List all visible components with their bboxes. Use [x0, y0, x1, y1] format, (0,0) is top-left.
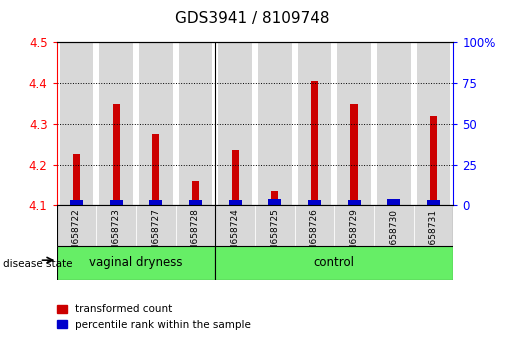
Bar: [113, 104, 119, 205]
Bar: [136, 205, 176, 246]
Text: GSM658724: GSM658724: [231, 209, 239, 263]
Text: GSM658722: GSM658722: [72, 209, 81, 263]
Bar: [99, 42, 133, 205]
Bar: [295, 205, 334, 246]
Bar: [110, 200, 123, 205]
Bar: [255, 205, 295, 246]
Bar: [268, 199, 281, 205]
Bar: [348, 200, 360, 205]
Bar: [430, 116, 437, 205]
Bar: [57, 205, 96, 246]
Text: GSM658727: GSM658727: [151, 209, 160, 263]
Text: GSM658730: GSM658730: [389, 209, 398, 264]
Bar: [152, 134, 159, 205]
Text: GSM658731: GSM658731: [429, 209, 438, 264]
Bar: [179, 42, 212, 205]
Bar: [337, 42, 371, 205]
Bar: [387, 199, 400, 205]
Bar: [271, 191, 278, 205]
Bar: [377, 42, 410, 205]
Text: GSM658729: GSM658729: [350, 209, 358, 263]
Bar: [215, 205, 255, 246]
Bar: [334, 205, 374, 246]
Bar: [176, 205, 215, 246]
Bar: [258, 42, 291, 205]
Text: control: control: [314, 256, 355, 269]
Text: GSM658725: GSM658725: [270, 209, 279, 263]
Text: GDS3941 / 8109748: GDS3941 / 8109748: [175, 11, 330, 25]
Bar: [229, 200, 242, 205]
Bar: [192, 181, 199, 205]
Bar: [96, 205, 136, 246]
Bar: [390, 199, 397, 205]
Bar: [414, 205, 453, 246]
Bar: [73, 154, 80, 205]
Bar: [57, 246, 215, 280]
Text: vaginal dryness: vaginal dryness: [89, 256, 183, 269]
Bar: [149, 200, 162, 205]
Text: GSM658726: GSM658726: [310, 209, 319, 263]
Bar: [311, 81, 318, 205]
Bar: [374, 205, 414, 246]
Bar: [139, 42, 173, 205]
Bar: [351, 104, 357, 205]
Bar: [70, 200, 83, 205]
Text: disease state: disease state: [3, 259, 72, 269]
Legend: transformed count, percentile rank within the sample: transformed count, percentile rank withi…: [57, 304, 251, 330]
Bar: [215, 246, 453, 280]
Text: GSM658728: GSM658728: [191, 209, 200, 263]
Bar: [218, 42, 252, 205]
Bar: [308, 200, 321, 205]
Text: GSM658723: GSM658723: [112, 209, 121, 263]
Bar: [232, 150, 238, 205]
Bar: [298, 42, 331, 205]
Bar: [427, 200, 440, 205]
Bar: [417, 42, 450, 205]
Bar: [60, 42, 93, 205]
Bar: [189, 200, 202, 205]
